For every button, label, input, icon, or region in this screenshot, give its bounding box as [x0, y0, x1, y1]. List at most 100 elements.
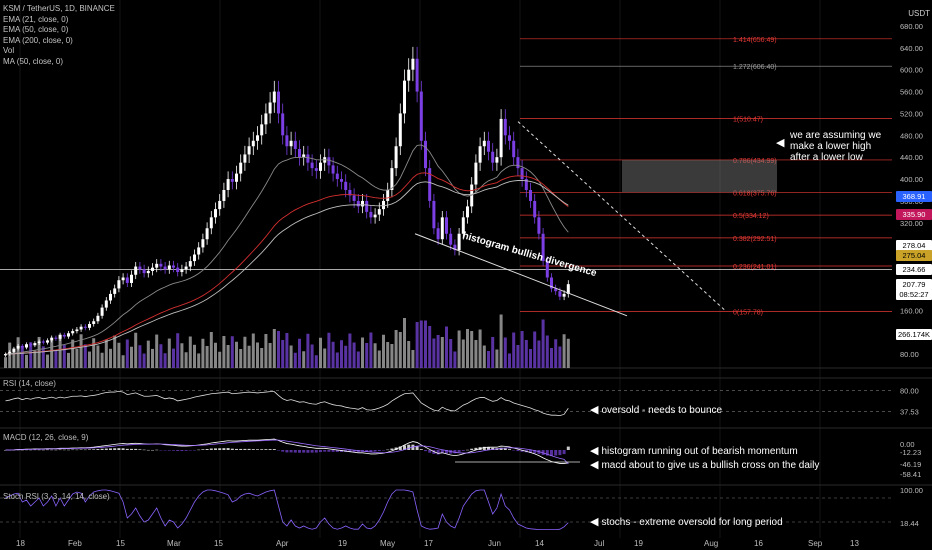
- volume-bar: [428, 326, 432, 368]
- candle-body: [445, 217, 448, 234]
- macd-histogram-bar: [310, 450, 314, 453]
- candle-body: [503, 118, 507, 136]
- macd-histogram-bar: [79, 449, 83, 450]
- target-box: [622, 159, 777, 193]
- ma50-label[interactable]: MA (50, close, 0): [3, 56, 64, 66]
- price-tag: 08:52:27: [896, 288, 932, 300]
- volume-bar: [75, 348, 79, 368]
- candle-body: [289, 140, 293, 147]
- candle-body: [474, 162, 478, 185]
- candle-body: [226, 179, 230, 190]
- candle-body: [550, 277, 553, 289]
- macd-histogram-bar: [75, 449, 79, 451]
- volume-bar: [197, 353, 201, 368]
- fib-label: 0.618(375.76): [733, 190, 777, 197]
- divergence-trendline: [414, 233, 628, 317]
- ema50-label[interactable]: EMA (50, close, 0): [3, 25, 69, 34]
- candle-body: [71, 331, 75, 334]
- ema200-label[interactable]: EMA (200, close, 0): [3, 35, 73, 45]
- rsi-note-text: oversold - needs to bounce: [601, 405, 723, 416]
- candle-body: [424, 140, 427, 169]
- macd-histogram-bar: [319, 450, 322, 453]
- volume-bar: [352, 342, 356, 368]
- volume-bar: [520, 331, 524, 368]
- price-tick-label: 160.00: [900, 306, 923, 315]
- rsi-label[interactable]: RSI (14, close): [3, 379, 56, 388]
- macd-histogram-bar: [424, 450, 427, 452]
- macd-histogram-bar: [386, 449, 390, 451]
- macd-histogram-bar: [550, 450, 553, 456]
- candle-body: [466, 206, 469, 218]
- macd-histogram-bar: [218, 448, 222, 450]
- volume-bar: [512, 332, 516, 368]
- macd-histogram-bar: [151, 449, 154, 451]
- macd-histogram-bar: [260, 449, 264, 450]
- volume-bar: [461, 339, 465, 368]
- volume-bar: [130, 346, 133, 368]
- volume-bar: [529, 349, 532, 368]
- volume-bar: [545, 335, 549, 368]
- volume-bar: [482, 345, 486, 368]
- ema-200-line: [5, 180, 569, 355]
- rsi-arrow-icon: ◀: [590, 404, 599, 416]
- candle-body: [201, 239, 205, 248]
- volume-bar: [432, 338, 436, 368]
- volume-bar: [268, 343, 272, 368]
- macd-pane: [4, 438, 580, 465]
- candle-body: [163, 266, 167, 270]
- macd-histogram-bar: [180, 450, 184, 452]
- macd-histogram-bar: [474, 447, 478, 450]
- candle-body: [499, 118, 503, 158]
- rsi-line: [5, 390, 569, 417]
- macd-histogram-bar: [302, 450, 306, 453]
- macd-histogram-bar: [134, 448, 138, 450]
- volume-bar: [499, 314, 503, 368]
- time-tick-label: Jul: [594, 539, 604, 548]
- price-tag: 278.04: [896, 240, 932, 252]
- volume-bar: [134, 332, 138, 368]
- candle-body: [138, 266, 142, 270]
- candle-body: [243, 154, 247, 163]
- candle-body: [176, 267, 180, 273]
- volume-bar: [558, 346, 562, 368]
- macd-histogram-bar: [566, 446, 570, 450]
- macd-histogram-bar: [247, 448, 251, 450]
- volume-bar: [298, 338, 301, 368]
- candle-body: [541, 233, 545, 262]
- volume-bar: [457, 330, 461, 368]
- volume-bar: [293, 352, 297, 368]
- macd-histogram-bar: [365, 450, 369, 452]
- volume-bar: [167, 338, 171, 368]
- volume-bar: [138, 345, 142, 368]
- volume-bar: [369, 332, 373, 368]
- candle-body: [172, 265, 175, 268]
- price-tick-label: 640.00: [900, 44, 923, 53]
- stoch-label[interactable]: Stoch RSI (3, 3, 14, 14, close): [3, 492, 110, 501]
- volume-bar: [491, 337, 495, 368]
- price-tick-label: 400.00: [900, 175, 923, 184]
- volume-bar: [33, 350, 37, 368]
- macd-histogram-bar: [193, 450, 196, 451]
- candle-body: [8, 351, 12, 355]
- time-tick-label: 16: [754, 539, 763, 548]
- price-tag: 335.90: [896, 208, 932, 220]
- macd-histogram-bar: [298, 450, 301, 453]
- candle-body: [361, 200, 364, 207]
- candle-body: [411, 58, 415, 70]
- macd-label[interactable]: MACD (12, 26, close, 9): [3, 433, 89, 442]
- candle-body: [29, 344, 33, 346]
- volume-bar: [188, 336, 192, 368]
- price-tick-label: 440.00: [900, 153, 923, 162]
- macd-histogram-bar: [554, 450, 558, 456]
- volume-bar: [100, 352, 104, 368]
- macd-histogram-bar: [104, 448, 108, 450]
- ema21-label[interactable]: EMA (21, close, 0): [3, 14, 69, 24]
- volume-bar: [424, 320, 427, 368]
- macd-histogram-bar: [188, 450, 192, 451]
- time-tick-label: 19: [338, 539, 347, 548]
- candle-body: [377, 209, 381, 215]
- ema-50-line: [5, 172, 569, 355]
- stoch-tick-label: 100.00: [900, 486, 923, 495]
- vol-label[interactable]: Vol: [3, 46, 15, 55]
